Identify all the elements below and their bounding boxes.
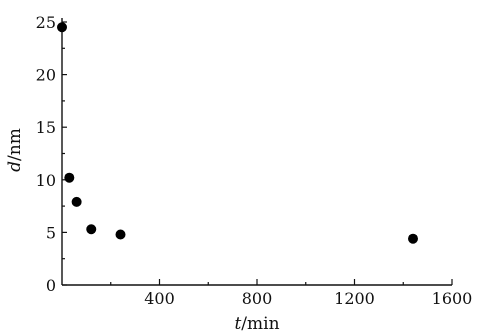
x-tick-label: 1600	[432, 289, 473, 308]
data-point	[408, 233, 418, 244]
y-axis-variable: d	[5, 161, 25, 172]
y-tick-label: 10	[36, 171, 56, 190]
x-tick-label: 800	[242, 289, 273, 308]
x-tick-label: 1200	[334, 289, 375, 308]
data-point	[64, 172, 75, 183]
data-point	[115, 229, 126, 240]
y-tick-label: 15	[36, 118, 56, 137]
data-point	[86, 224, 97, 235]
data-point	[57, 22, 67, 33]
y-tick-label: 5	[46, 223, 56, 242]
data-points	[57, 22, 418, 244]
axes	[61, 18, 452, 286]
x-axis-unit: /min	[241, 314, 279, 334]
ticks	[62, 21, 453, 286]
y-axis-title: d/nm	[5, 128, 25, 172]
x-tick-label: 400	[144, 289, 175, 308]
x-axis-variable: t	[234, 314, 241, 334]
y-tick-label: 0	[46, 276, 56, 295]
x-axis-title: t/min	[234, 314, 279, 334]
tick-labels: 0 5 10 15 20 25 400 800 1200 1600	[36, 13, 473, 308]
y-tick-label: 25	[36, 13, 56, 32]
data-point	[71, 196, 82, 207]
y-tick-label: 20	[36, 66, 56, 85]
y-axis-unit: /nm	[5, 128, 25, 161]
